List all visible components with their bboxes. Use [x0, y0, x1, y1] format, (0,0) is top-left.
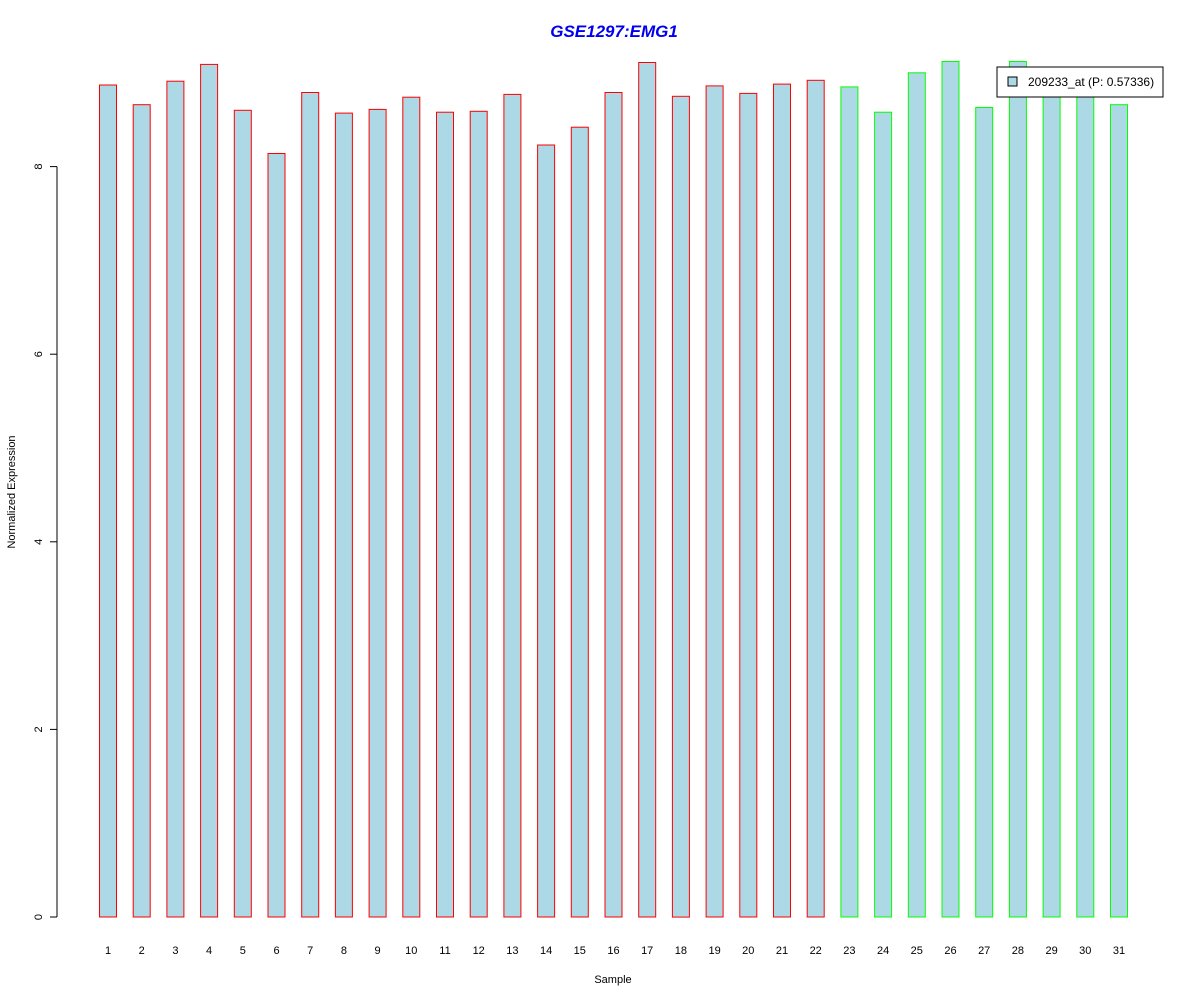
bar-sample-23	[840, 86, 859, 918]
x-tick-label: 13	[506, 945, 518, 957]
bar-sample-1	[99, 84, 117, 918]
x-tick-label: 6	[273, 945, 279, 957]
bar-sample-19	[705, 85, 724, 918]
y-tick-label: 0	[33, 914, 45, 920]
bar-sample-25	[907, 72, 926, 918]
y-tick-label: 8	[33, 164, 45, 170]
bar-sample-3	[166, 80, 185, 918]
x-tick-label: 12	[473, 945, 485, 957]
x-tick-label: 29	[1045, 945, 1057, 957]
legend: 209233_at (P: 0.57336)	[996, 66, 1164, 98]
bar-sample-7	[301, 92, 320, 918]
legend-box	[996, 66, 1164, 98]
bar-sample-8	[334, 112, 353, 918]
bar-sample-18	[671, 95, 690, 918]
bar-sample-6	[267, 153, 286, 918]
x-tick-label: 18	[675, 945, 687, 957]
x-tick-label: 5	[240, 945, 246, 957]
bar-sample-20	[739, 92, 758, 918]
x-tick-label: 22	[810, 945, 822, 957]
bar-sample-9	[368, 108, 387, 918]
x-tick-label: 31	[1113, 945, 1125, 957]
y-axis: 0 2 4 6 8	[33, 164, 58, 920]
x-tick-labels: 1 2 3 4 5 6 7 8 9 10 11 12 13 14 15 16 17 18 19 20 21 22 23 24 2…	[105, 945, 1125, 957]
bar-sample-10	[402, 96, 421, 918]
bar-sample-27	[975, 107, 994, 918]
x-tick-label: 27	[978, 945, 990, 957]
x-tick-label: 2	[139, 945, 145, 957]
x-tick-label: 11	[439, 945, 450, 957]
x-tick-label: 15	[574, 945, 586, 957]
x-tick-label: 7	[307, 945, 313, 957]
x-tick-label: 23	[843, 945, 855, 957]
x-tick-label: 16	[607, 945, 619, 957]
x-tick-label: 20	[742, 945, 754, 957]
x-tick-label: 1	[105, 945, 111, 957]
x-tick-label: 28	[1012, 945, 1024, 957]
legend-swatch	[1007, 76, 1018, 87]
bars	[99, 61, 1128, 918]
bar-sample-16	[604, 92, 623, 918]
x-tick-label: 14	[540, 945, 552, 957]
x-tick-label: 21	[776, 945, 788, 957]
x-tick-label: 19	[708, 945, 720, 957]
x-tick-label: 10	[405, 945, 417, 957]
bar-sample-26	[941, 61, 960, 918]
y-tick-label: 6	[33, 351, 45, 357]
bar-sample-30	[1076, 85, 1095, 918]
x-tick-label: 3	[172, 945, 178, 957]
bar-sample-5	[233, 109, 252, 918]
x-tick-label: 24	[877, 945, 889, 957]
x-tick-label: 26	[944, 945, 956, 957]
bar-sample-4	[200, 63, 219, 918]
bar-sample-29	[1042, 83, 1061, 918]
bar-sample-14	[537, 144, 556, 918]
x-tick-label: 25	[911, 945, 923, 957]
bar-sample-12	[469, 110, 488, 918]
legend-label: 209233_at (P: 0.57336)	[1028, 75, 1154, 89]
bar-sample-2	[132, 104, 151, 918]
bar-sample-24	[874, 111, 893, 918]
bar-sample-21	[773, 83, 791, 918]
x-tick-label: 17	[641, 945, 653, 957]
y-tick-label: 2	[33, 726, 45, 732]
x-tick-label: 8	[341, 945, 347, 957]
bar-sample-17	[638, 62, 657, 918]
x-tick-label: 4	[206, 945, 212, 957]
y-axis-label: Normalized Expression	[6, 435, 18, 548]
y-tick-label: 4	[33, 539, 45, 545]
chart-title: GSE1297:EMG1	[550, 22, 678, 41]
x-tick-label: 30	[1079, 945, 1091, 957]
bar-sample-31	[1110, 104, 1128, 918]
bar-sample-13	[503, 93, 522, 918]
bar-sample-28	[1008, 61, 1027, 918]
x-tick-label: 9	[375, 945, 381, 957]
x-axis-label: Sample	[594, 974, 631, 986]
bar-sample-11	[436, 111, 454, 918]
bar-sample-15	[570, 126, 589, 918]
bar-sample-22	[806, 79, 825, 918]
